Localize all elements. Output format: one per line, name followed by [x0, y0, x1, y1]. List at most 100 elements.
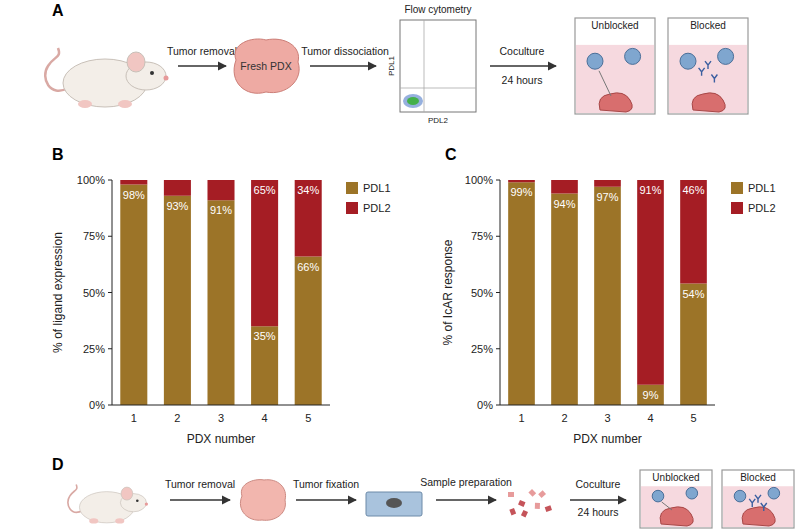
interaction	[599, 71, 611, 96]
mouse-nose	[164, 76, 169, 81]
data-label: 99%	[510, 186, 532, 198]
data-label: 98%	[123, 189, 145, 201]
bar-segment	[594, 180, 621, 187]
label: PDL2	[428, 116, 449, 125]
mouse-ear	[127, 52, 145, 72]
bars	[120, 180, 321, 405]
y-tick-label: 25%	[83, 343, 105, 355]
well-label: Blocked	[740, 472, 776, 483]
tissue-piece	[535, 503, 540, 509]
mouse-leg	[78, 100, 92, 108]
mouse	[68, 485, 148, 524]
bar-segment	[120, 180, 147, 185]
y-axis-label: % of IcAR response	[441, 239, 455, 345]
data-label: 65%	[254, 184, 276, 196]
antibody	[705, 61, 711, 69]
mouse-leg	[118, 100, 132, 108]
medium	[576, 45, 654, 113]
bar-segment	[637, 385, 664, 405]
panel-label: A	[52, 2, 64, 19]
bar-segment	[295, 180, 322, 257]
bar-segment	[207, 200, 234, 405]
data-label: 54%	[682, 288, 704, 300]
data-label: 91%	[210, 204, 232, 216]
y-tick-label: 75%	[83, 230, 105, 242]
legend-swatch	[731, 182, 743, 194]
tumor-cell	[660, 507, 693, 526]
legend-label: PDL1	[748, 182, 776, 194]
antibody	[749, 499, 755, 507]
tissue-piece	[509, 508, 516, 515]
flow-plot	[400, 20, 476, 112]
medium	[641, 486, 711, 527]
tissue-piece	[538, 490, 546, 498]
y-tick-label: 0%	[477, 399, 493, 411]
label: Flow cytometry	[404, 4, 471, 15]
antibody	[711, 75, 717, 83]
tissue-piece	[508, 492, 514, 497]
y-tick	[108, 405, 112, 406]
tumor-cell	[742, 507, 775, 526]
legend-label: PDL2	[363, 202, 391, 214]
mouse-nose	[145, 502, 148, 505]
y-tick	[108, 180, 112, 181]
data-label: 91%	[639, 184, 661, 196]
panel-label: B	[52, 146, 64, 163]
x-axis-label: PDX number	[573, 432, 642, 446]
t-cell	[680, 53, 696, 69]
well	[640, 470, 712, 528]
x-tick-label: 2	[561, 412, 567, 424]
arrow	[490, 65, 556, 66]
bar-segment	[508, 182, 535, 405]
x-tick-label: 3	[604, 412, 610, 424]
x-tick-label: 5	[690, 412, 696, 424]
label: 24 hours	[578, 506, 619, 518]
y-tick-label: 25%	[471, 343, 493, 355]
gate	[424, 20, 425, 112]
flow-population	[403, 94, 423, 108]
x-tick-label: 4	[647, 412, 653, 424]
medium	[723, 486, 793, 527]
y-tick-label: 100%	[77, 174, 105, 186]
panel-label: C	[445, 146, 457, 163]
data-label: 93%	[166, 200, 188, 212]
data-label: 9%	[643, 389, 659, 401]
t-cell	[652, 490, 664, 502]
y-axis-label: % of ligand expression	[51, 232, 65, 353]
mouse-leg	[89, 518, 98, 523]
data-label: 35%	[254, 330, 276, 342]
label: Sample preparation	[420, 476, 512, 488]
legend-swatch	[346, 182, 358, 194]
t-cell	[686, 487, 698, 499]
well-label: Unblocked	[591, 20, 638, 31]
label: Tumor removal	[167, 45, 237, 57]
antibody	[761, 503, 767, 511]
medium	[669, 45, 747, 113]
label: Tumor removal	[165, 478, 235, 490]
label: Coculture	[576, 478, 621, 490]
interaction	[662, 502, 672, 510]
y-tick	[108, 292, 112, 293]
bar-segment	[164, 180, 191, 196]
y-tick-label: 0%	[89, 399, 105, 411]
label: 24 hours	[502, 74, 543, 86]
y-tick-label: 50%	[83, 287, 105, 299]
antibody	[755, 495, 761, 503]
bar-segment	[551, 194, 578, 406]
x-axis	[500, 405, 715, 406]
y-tick	[108, 348, 112, 349]
bar-segment	[680, 284, 707, 406]
y-tick-label: 100%	[465, 174, 493, 186]
mouse-eye	[150, 71, 154, 75]
mouse-leg	[115, 518, 124, 523]
arrow	[296, 499, 356, 500]
arrow	[310, 65, 376, 66]
x-tick-label: 2	[174, 412, 180, 424]
t-cell	[625, 48, 641, 64]
tumor-cell	[599, 93, 632, 112]
tumor	[240, 480, 285, 521]
x-axis	[112, 405, 330, 406]
data-label: 66%	[297, 261, 319, 273]
t-cell	[587, 53, 603, 69]
data-label: 94%	[553, 198, 575, 210]
